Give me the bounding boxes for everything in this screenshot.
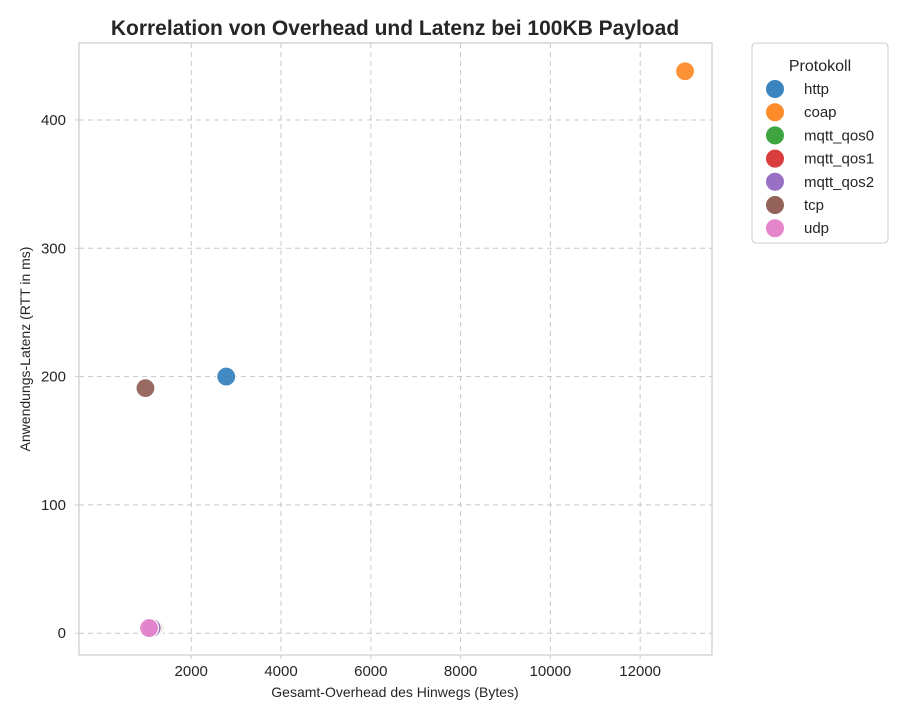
x-tick-label: 2000 [175, 663, 208, 680]
grid-layer [79, 43, 712, 655]
legend-label-udp: udp [804, 220, 829, 237]
legend-label-http: http [804, 81, 829, 98]
legend-title: Protokoll [789, 58, 851, 75]
legend-label-mqtt_qos0: mqtt_qos0 [804, 127, 874, 144]
y-tick-label: 400 [41, 112, 66, 129]
legend-box [751, 42, 889, 244]
data-point-udp [138, 617, 160, 639]
x-tick-label: 4000 [264, 663, 297, 680]
y-tick-label: 200 [41, 369, 66, 386]
x-tick-label: 6000 [354, 663, 387, 680]
y-axis-label: Anwendungs-Latenz (RTT in ms) [17, 247, 33, 452]
legend-marker-mqtt_qos1 [765, 148, 785, 169]
legend-label-mqtt_qos2: mqtt_qos2 [804, 174, 874, 191]
plot-frame [78, 42, 713, 656]
legend-marker-tcp [765, 195, 785, 215]
data-point-tcp [135, 378, 156, 399]
y-tick-label: 0 [58, 625, 66, 642]
x-axis-label: Gesamt-Overhead des Hinwegs (Bytes) [271, 684, 518, 700]
tick-layer: 2000 4000 6000 8000 10000 12000 0 100 200 300 400 [41, 112, 661, 680]
legend-label-mqtt_qos1: mqtt_qos1 [804, 151, 874, 168]
data-point-coap [674, 61, 696, 82]
legend-label-tcp: tcp [804, 197, 824, 214]
legend-marker-udp [765, 218, 785, 239]
x-tick-label: 12000 [619, 663, 661, 680]
legend-marker-http [765, 79, 785, 99]
chart-title: Korrelation von Overhead und Latenz bei … [111, 17, 679, 40]
legend-marker-mqtt_qos2 [765, 171, 785, 192]
legend: Protokoll http coap mqtt_qos0 mqtt_qos1mqtt… [751, 42, 889, 244]
data-point-http [216, 366, 237, 387]
x-tick-label: 10000 [530, 663, 572, 680]
x-tick-label: 8000 [444, 663, 477, 680]
legend-marker-coap [765, 102, 785, 123]
point-layer [135, 61, 696, 639]
legend-marker-mqtt_qos0 [765, 125, 785, 146]
legend-label-coap: coap [804, 104, 837, 121]
y-tick-label: 100 [41, 497, 66, 514]
y-tick-label: 300 [41, 240, 66, 257]
